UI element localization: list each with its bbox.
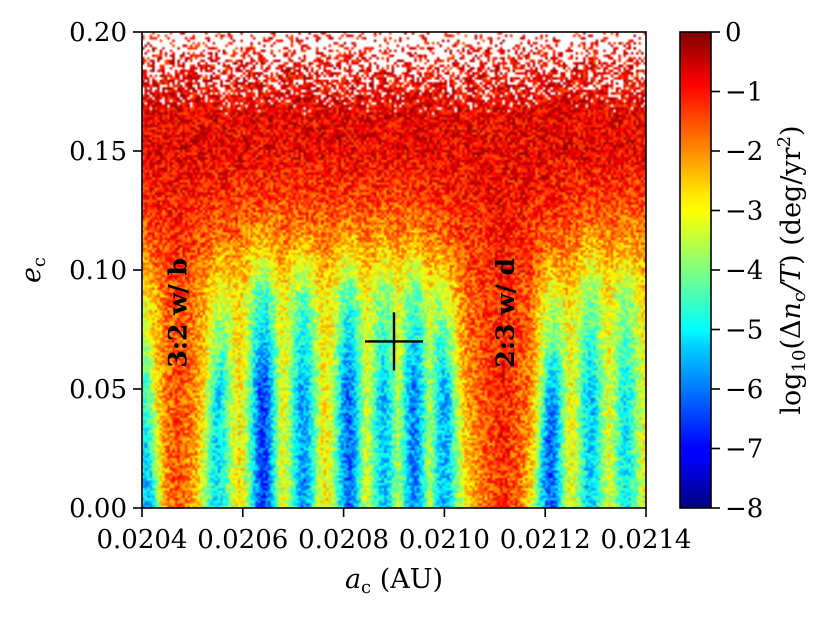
x-tick-label: 0.0212 xyxy=(500,525,591,555)
y-axis-title: ec xyxy=(16,257,50,283)
y-tick-label: 0.20 xyxy=(69,18,127,48)
colorbar-tick-label: 0 xyxy=(725,18,742,48)
colorbar-tick-label: −4 xyxy=(725,256,763,286)
colorbar-title: log10(Δnc/T) (deg/yr2) xyxy=(774,125,810,414)
colorbar-tick-label: −2 xyxy=(725,137,763,167)
y-axis: 0.00 0.05 0.10 0.15 0.20 xyxy=(69,18,142,524)
x-tick-label: 0.0208 xyxy=(298,525,389,555)
y-tick-label: 0.10 xyxy=(69,256,127,286)
resonance-label: 2:3 w/ d xyxy=(491,258,520,368)
heatmap-plot-area xyxy=(141,31,647,509)
y-tick-label: 0.15 xyxy=(69,137,127,167)
resonance-label: 3:2 w/ b xyxy=(163,258,192,368)
x-tick-label: 0.0206 xyxy=(197,525,288,555)
y-tick-label: 0.05 xyxy=(69,375,127,405)
colorbar-tick-label: −1 xyxy=(725,78,763,108)
colorbar: 0 −1 −2 −3 −4 −5 −6 −7 −8 log10(Δnc/T) (deg/yr2) xyxy=(679,18,810,524)
colorbar-tick-label: −5 xyxy=(725,316,763,346)
heatmap-cells xyxy=(142,32,646,508)
x-axis: 0.0204 0.0206 0.0208 0.0210 0.0212 0.0214 xyxy=(97,508,692,555)
x-tick-label: 0.0214 xyxy=(601,525,692,555)
colorbar-ticks: 0 −1 −2 −3 −4 −5 −6 −7 −8 xyxy=(711,18,763,524)
colorbar-tick-label: −8 xyxy=(725,494,763,524)
x-tick-label: 0.0210 xyxy=(399,525,490,555)
planet-marker xyxy=(365,312,423,371)
annotations: 3:2 w/ b 2:3 w/ d xyxy=(163,258,520,368)
colorbar-tick-label: −7 xyxy=(725,435,763,465)
y-tick-label: 0.00 xyxy=(69,494,127,524)
colorbar-tick-label: −3 xyxy=(725,197,763,227)
colorbar-tick-label: −6 xyxy=(725,375,763,405)
colorbar-gradient xyxy=(680,32,711,508)
x-tick-label: 0.0204 xyxy=(97,525,188,555)
x-axis-title: ac (AU) xyxy=(345,564,443,598)
